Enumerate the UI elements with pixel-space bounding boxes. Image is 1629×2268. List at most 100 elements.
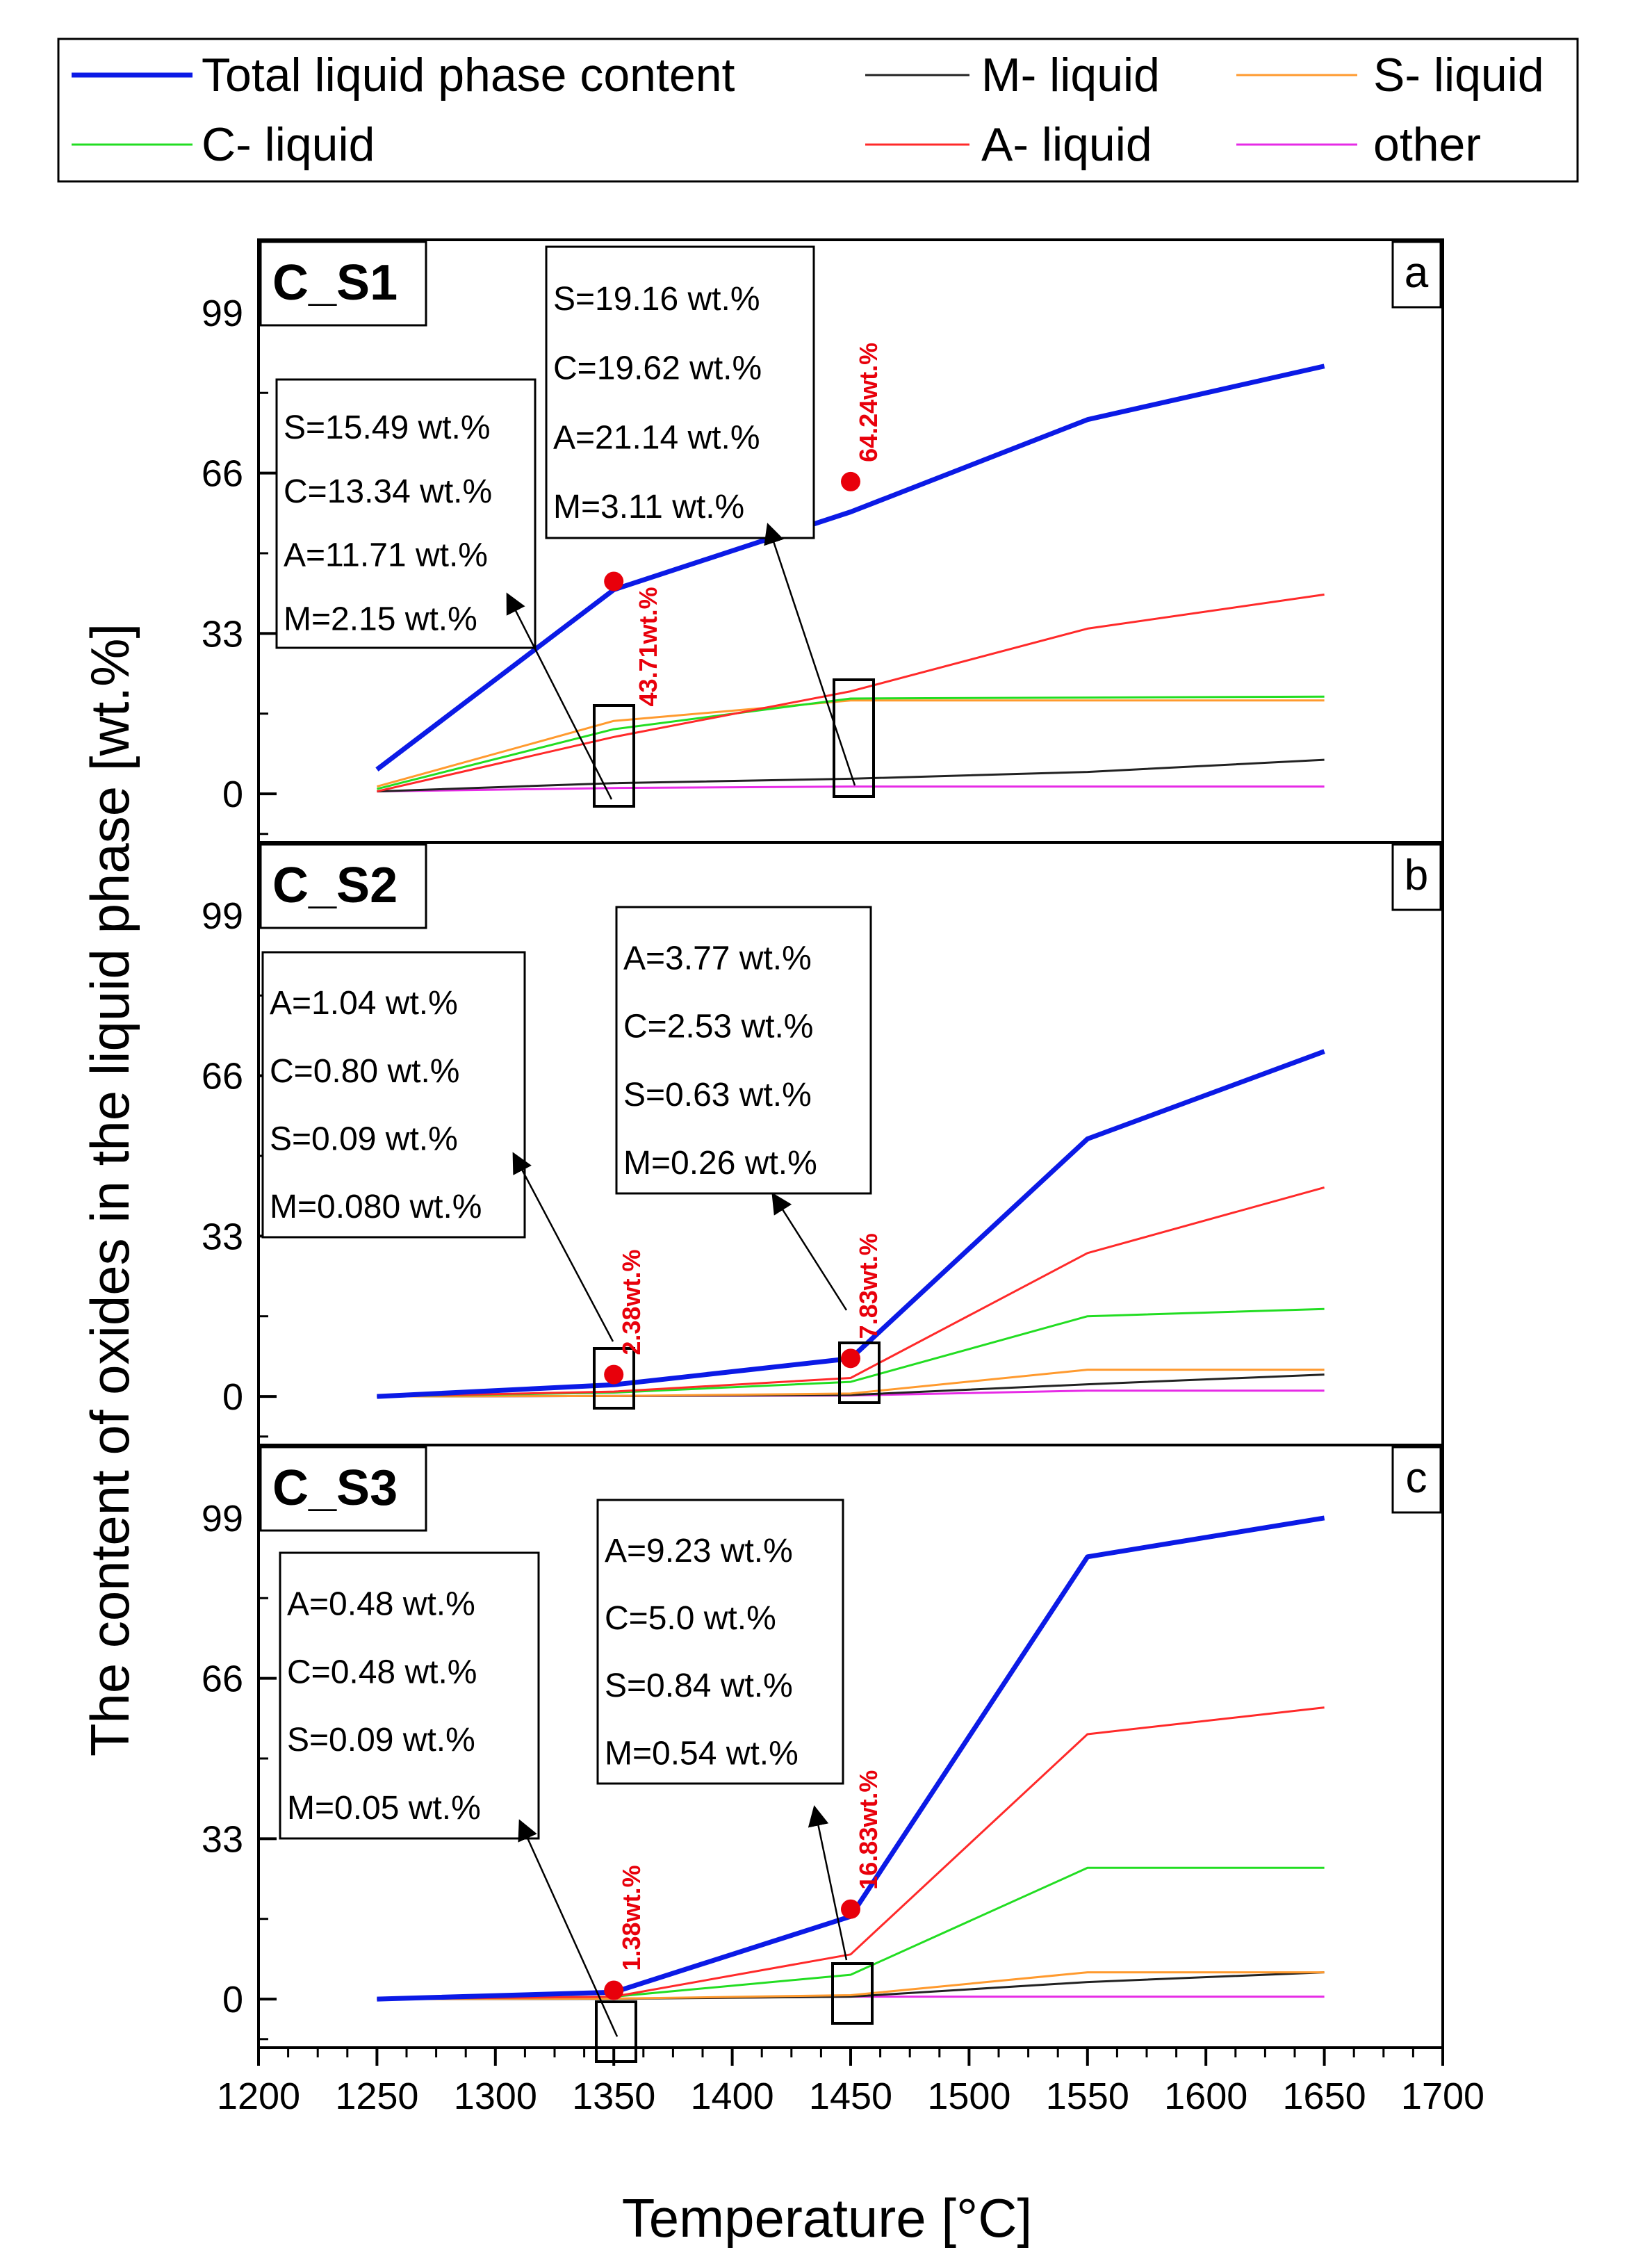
panel-title: C_S3 [272, 1460, 398, 1516]
y-tick-label: 99 [202, 1498, 243, 1540]
panel-letter-box [1391, 240, 1442, 309]
y-tick-label: 33 [202, 613, 243, 655]
series-line-a-liquid [377, 1186, 1325, 1398]
panel-title-box [259, 1446, 427, 1532]
shared-axes: 1200 1250 1300 1350 1400 1450 1500 1550 1600 1650… [79, 623, 1484, 2249]
series-line-s-liquid [376, 699, 1325, 788]
annotation-arrow [808, 1805, 848, 1961]
highlight-box [593, 704, 635, 808]
legend-label-4: A- liquid [981, 118, 1152, 171]
series-line-a-liquid [377, 593, 1325, 793]
panel-title-box [259, 240, 427, 327]
x-tick-label: 1300 [454, 2075, 537, 2117]
annotation-line: S=0.84 wt.% [605, 1667, 793, 1704]
panel-title-box [259, 843, 427, 929]
panel-letter-box [1391, 843, 1442, 911]
annotation-line: C=0.48 wt.% [287, 1654, 477, 1690]
legend-label-3: C- liquid [202, 118, 375, 171]
panel-title: C_S1 [272, 255, 398, 311]
panel-letter: b [1405, 851, 1428, 899]
annotation-line: C=19.62 wt.% [553, 350, 762, 387]
data-point-marker [604, 1364, 624, 1385]
x-tick-label: 1200 [217, 2075, 300, 2117]
annotation-line: S=0.63 wt.% [623, 1077, 812, 1113]
annotation-line: C=13.34 wt.% [284, 473, 492, 510]
series-line-a-liquid [377, 1706, 1325, 2000]
series-line-other [377, 785, 1325, 793]
annotation-line: M=0.26 wt.% [623, 1145, 817, 1182]
annotation-line: A=21.14 wt.% [553, 419, 760, 456]
series-line-c-liquid [377, 695, 1325, 790]
x-tick-label: 1350 [572, 2075, 655, 2117]
y-axis-title: The content of oxides in the liquid phas… [79, 623, 140, 1756]
highlight-box [831, 1962, 874, 2025]
x-axis-title: Temperature [°C] [622, 2187, 1032, 2249]
data-point-label: 2.38wt.% [617, 1250, 646, 1355]
data-point-marker [604, 571, 624, 592]
y-tick-label: 99 [202, 293, 243, 334]
series-group-c [377, 1515, 1325, 2002]
annotation-line: S=15.49 wt.% [284, 409, 491, 446]
plot-panels: 0 33 66 99 S=15.49 wt.% C=13.34 wt.% A=11.71 w… [202, 238, 1444, 2063]
annotation-line: M=0.05 wt.% [287, 1790, 481, 1827]
x-tick-label: 1500 [927, 2075, 1010, 2117]
x-tick-label: 1400 [691, 2075, 774, 2117]
panel-a: 0 33 66 99 S=15.49 wt.% C=13.34 wt.% A=11.71 w… [202, 238, 1444, 844]
data-point-label: 1.38wt.% [617, 1865, 646, 1971]
y-tick-label: 66 [202, 1658, 243, 1700]
y-tick-label: 0 [222, 1376, 243, 1418]
x-tick-label: 1550 [1046, 2075, 1129, 2117]
y-tick-label: 0 [222, 774, 243, 815]
data-point-marker [841, 471, 860, 491]
annotation-line: A=3.77 wt.% [623, 940, 812, 977]
annotation-line: A=9.23 wt.% [605, 1533, 793, 1569]
x-tick-label: 1250 [335, 2075, 418, 2117]
annotation-line: A=0.48 wt.% [287, 1585, 475, 1622]
y-tick-label: 66 [202, 1056, 243, 1098]
highlight-box [833, 678, 875, 798]
annotation-line: S=0.09 wt.% [287, 1722, 475, 1759]
annotation-line: C=2.53 wt.% [623, 1009, 813, 1045]
annotation-arrow [518, 1819, 619, 2037]
highlight-box [595, 2000, 637, 2063]
panel-c: 0 33 66 99 A=0.48 wt.% C=0.48 wt.% S=0.09 wt.%… [202, 1444, 1444, 2063]
series-line-m-liquid [377, 758, 1325, 793]
data-point-marker [841, 1348, 860, 1369]
annotation-box [596, 1499, 844, 1785]
data-point-label: 43.71wt.% [634, 587, 662, 706]
annotation-arrow [506, 592, 613, 800]
y-tick-label: 0 [222, 1979, 243, 2021]
data-point-label: 64.24wt.% [854, 343, 883, 462]
x-tick-label: 1700 [1401, 2075, 1484, 2117]
panel-title: C_S2 [272, 858, 398, 913]
series-line-s-liquid [377, 1369, 1325, 1398]
legend-label-2: S- liquid [1373, 49, 1544, 101]
annotation-line: M=0.54 wt.% [605, 1735, 799, 1772]
y-tick-label: 33 [202, 1216, 243, 1257]
annotation-line: M=3.11 wt.% [553, 489, 744, 525]
annotation-arrow [512, 1152, 614, 1342]
annotation-line: A=11.71 wt.% [284, 537, 488, 574]
annotation-line: M=0.080 wt.% [270, 1189, 482, 1225]
annotation-line: S=19.16 wt.% [553, 281, 760, 318]
annotation-arrow [764, 523, 856, 786]
data-point-label: 7.83wt.% [854, 1233, 883, 1339]
legend-label-0: Total liquid phase content [202, 49, 735, 101]
legend-label-1: M- liquid [981, 49, 1160, 101]
series-line-s-liquid [377, 1971, 1325, 2000]
annotation-box [275, 378, 537, 649]
annotation-box [279, 1551, 540, 1840]
x-tick-label: 1650 [1283, 2075, 1366, 2117]
annotation-box [261, 951, 526, 1239]
x-tick-label: 1600 [1164, 2075, 1247, 2117]
data-point-label: 16.83wt.% [854, 1770, 883, 1890]
y-tick-label: 99 [202, 895, 243, 937]
y-tick-label: 33 [202, 1818, 243, 1860]
y-tick-label: 66 [202, 453, 243, 495]
annotation-arrow [771, 1192, 848, 1311]
legend: Total liquid phase content M- liquid S- li… [57, 38, 1579, 183]
annotation-line: A=1.04 wt.% [270, 985, 458, 1022]
legend-label-5: other [1373, 118, 1481, 171]
x-tick-label: 1450 [809, 2075, 892, 2117]
